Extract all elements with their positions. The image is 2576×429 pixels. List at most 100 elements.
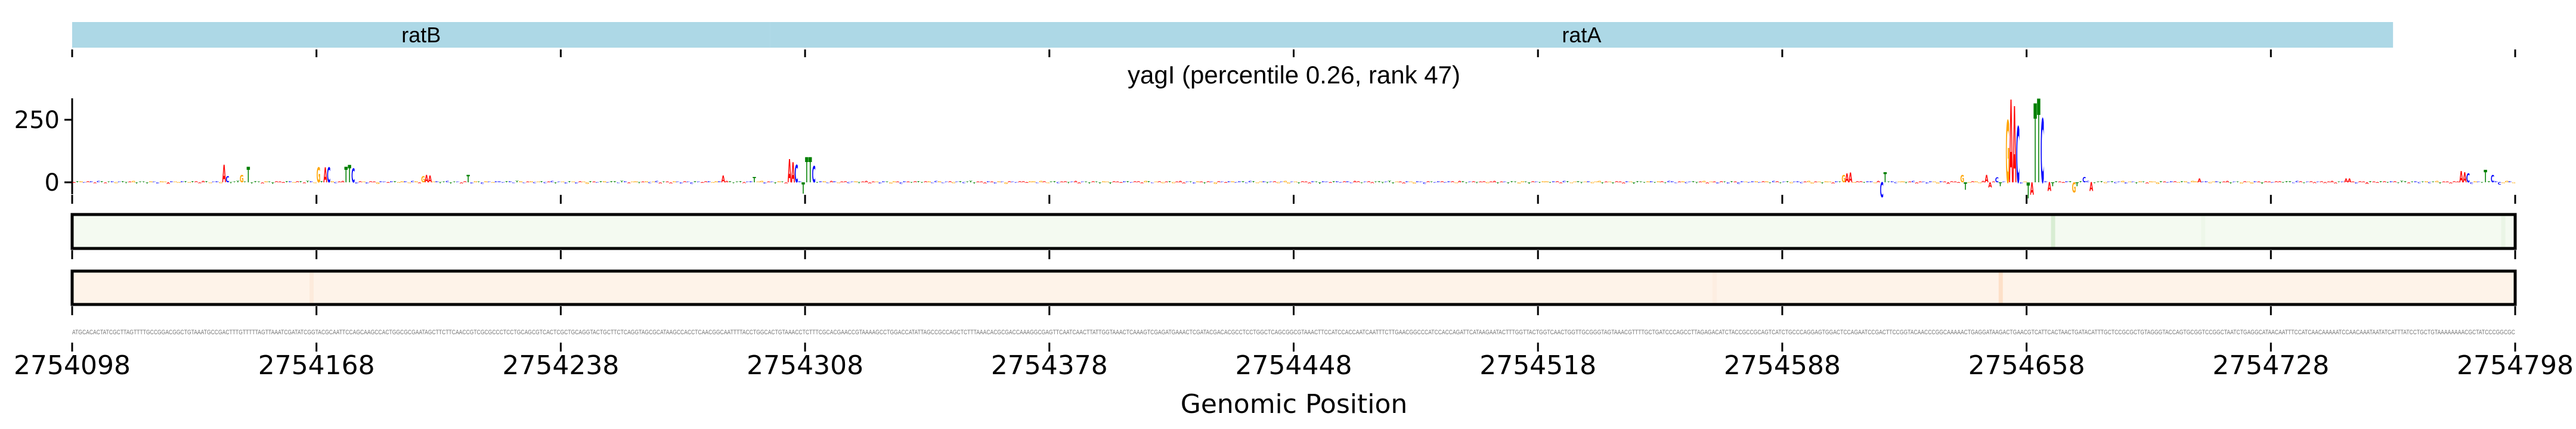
- logo-letter-G: G: [1144, 181, 1148, 183]
- logo-letter-T: T: [540, 181, 544, 183]
- logo-letter-A: A: [1157, 181, 1162, 183]
- logo-letter-G: G: [2246, 182, 2250, 183]
- logo-letter-G: G: [1681, 181, 1685, 183]
- logo-letter-G: G: [673, 181, 677, 183]
- logo-letter-C: C: [2166, 182, 2170, 183]
- logo-letter-A: A: [896, 182, 900, 183]
- logo-letter-C: C: [379, 181, 383, 183]
- logo-letter-A: A: [1698, 182, 1702, 183]
- logo-letter-A: A: [222, 160, 227, 188]
- logo-letter-C: C: [327, 163, 330, 187]
- logo-letter-A: A: [1304, 182, 1308, 183]
- logo-letter-C: C: [1737, 182, 1741, 185]
- logo-letter-G: G: [1594, 182, 1598, 183]
- logo-letter-G: G: [1709, 182, 1713, 183]
- logo-letter-G: G: [1646, 181, 1651, 183]
- logo-letter-A: A: [1472, 181, 1476, 183]
- logo-letter-C: C: [690, 182, 694, 185]
- logo-letter-G: G: [400, 181, 404, 183]
- logo-letter-T: T: [589, 181, 593, 183]
- logo-letter-T: T: [1147, 181, 1151, 183]
- logo-letter-A: A: [722, 174, 725, 185]
- logo-letter-C: C: [1800, 182, 1803, 184]
- logo-letter-G: G: [2148, 181, 2153, 183]
- track-highlight: [2051, 214, 2055, 248]
- logo-letter-G: G: [1105, 182, 1109, 183]
- logo-letter-A: A: [1981, 181, 1986, 183]
- logo-letter-G: G: [2184, 181, 2188, 183]
- logo-letter-A: A: [1426, 181, 1431, 183]
- logo-letter-A: A: [1182, 182, 1186, 184]
- logo-letter-T: T: [320, 181, 324, 183]
- logo-letter-T: T: [2487, 181, 2491, 183]
- logo-letter-A: A: [369, 181, 373, 183]
- logo-letter-A: A: [425, 173, 429, 185]
- logo-letter-T: T: [306, 181, 310, 183]
- logo-letter-T: T: [739, 181, 743, 183]
- logo-letter-C: C: [1562, 181, 1566, 183]
- logo-letter-G: G: [1196, 181, 1200, 183]
- logo-letter-C: C: [153, 182, 156, 183]
- logo-letter-T: T: [1577, 181, 1581, 183]
- logo-letter-A: A: [1775, 181, 1779, 183]
- logo-letter-A: A: [93, 182, 97, 184]
- logo-letter-G: G: [1702, 181, 1706, 183]
- logo-letter-A: A: [906, 182, 911, 183]
- logo-letter-C: C: [624, 181, 628, 183]
- logo-letter-C: C: [2187, 182, 2191, 184]
- logo-letter-T: T: [969, 181, 973, 183]
- logo-letter-A: A: [2383, 181, 2387, 183]
- track-highlight: [2501, 214, 2506, 248]
- logo-letter-A: A: [1971, 181, 1975, 183]
- logo-letter-T: T: [247, 163, 250, 188]
- logo-letter-G: G: [2103, 182, 2107, 184]
- logo-letter-C: C: [390, 181, 394, 183]
- x-tick-label: 2754588: [1724, 350, 1841, 381]
- logo-letter-T: T: [732, 182, 735, 184]
- logo-letter-G: G: [1765, 181, 1769, 183]
- logo-letter-T: T: [805, 151, 809, 191]
- logo-letter-G: G: [571, 182, 575, 183]
- logo-letter-G: G: [414, 181, 419, 183]
- logo-letter-T: T: [253, 181, 258, 183]
- logo-letter-G: G: [1102, 181, 1106, 183]
- logo-letter-C: C: [1185, 182, 1189, 183]
- logo-letter-C: C: [1929, 181, 1933, 183]
- logo-letter-T: T: [959, 181, 963, 183]
- logo-letter-T: T: [243, 182, 247, 183]
- logo-letter-C: C: [1649, 181, 1653, 183]
- logo-letter-G: G: [536, 182, 540, 183]
- track-frame: [70, 269, 2517, 306]
- logo-letter-C: C: [2417, 182, 2421, 184]
- logo-letter-C: C: [812, 163, 816, 188]
- logo-letter-G: G: [652, 182, 656, 183]
- logo-letter-T: T: [125, 182, 129, 184]
- logo-letter-A: A: [1458, 181, 1462, 183]
- logo-letter-G: G: [473, 181, 478, 183]
- logo-letter-C: C: [1869, 181, 1873, 183]
- logo-letter-G: G: [421, 174, 425, 184]
- logo-letter-T: T: [1203, 182, 1207, 184]
- logo-letter-C: C: [2114, 182, 2117, 184]
- logo-letter-G: G: [889, 182, 893, 184]
- logo-letter-T: T: [1109, 182, 1113, 185]
- logo-letter-A: A: [2145, 182, 2150, 184]
- logo-letter-T: T: [2404, 181, 2408, 183]
- logo-letter-A: A: [2330, 181, 2334, 183]
- logo-letter-C: C: [1405, 181, 1409, 183]
- logo-letter-A: A: [924, 181, 928, 183]
- logo-letter-A: A: [1342, 181, 1346, 183]
- logo-letter-T: T: [2480, 182, 2484, 183]
- logo-letter-C: C: [1385, 182, 1388, 183]
- logo-letter-C: C: [2117, 182, 2121, 183]
- logo-letter-A: A: [2323, 182, 2327, 184]
- logo-letter-A: A: [2407, 182, 2411, 184]
- logo-letter-T: T: [1252, 181, 1256, 183]
- logo-letter-T: T: [2337, 182, 2341, 183]
- logo-letter-G: G: [79, 181, 83, 183]
- sequence-logo: A T GC A CA C TAT CGC TTA GTT T TG CCG GAC GG C TG T AA A TG…: [72, 76, 2516, 210]
- logo-letter-G: G: [1213, 182, 1218, 185]
- logo-letter-G: G: [1231, 181, 1235, 183]
- logo-letter-C: C: [1227, 181, 1231, 183]
- logo-letter-C: C: [83, 182, 86, 184]
